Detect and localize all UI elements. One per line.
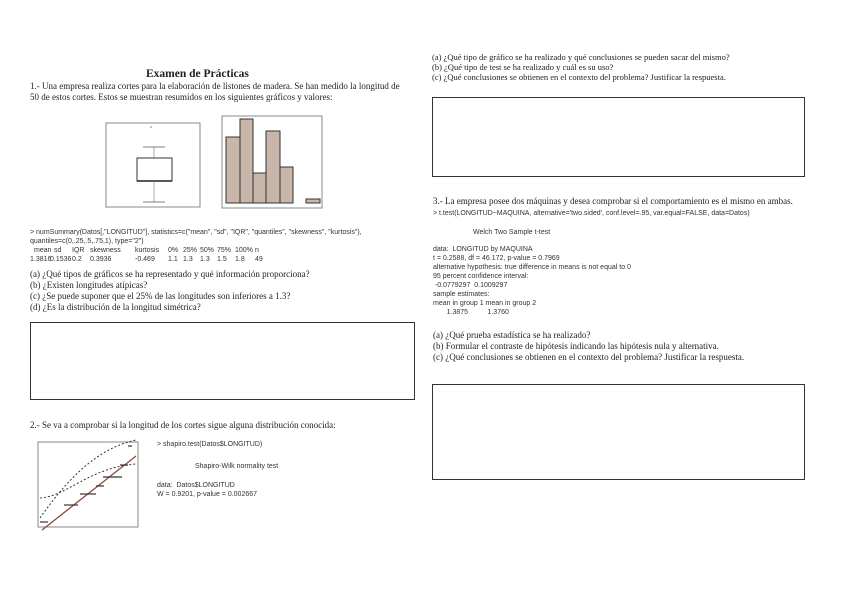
q2-intro: 2.- Se va a comprobar si la longitud de … — [30, 420, 336, 430]
histogram-bar — [279, 166, 294, 204]
histogram-bar — [305, 198, 321, 204]
summary-header: 75% — [217, 247, 232, 254]
q3-intro: 3.- La empresa posee dos máquinas y dese… — [433, 196, 793, 206]
summary-header: mean — [34, 247, 52, 254]
ttest-data: data: LONGITUD by MAQUINA — [433, 246, 533, 253]
ttest-estimates-label: sample estimates: — [433, 291, 490, 298]
summary-header: n — [255, 247, 259, 254]
page-title: Examen de Prácticas — [146, 68, 249, 80]
q3-question-b: (b) Formular el contraste de hipótesis i… — [433, 341, 719, 351]
summary-value: 1.3816 — [30, 256, 52, 263]
q1-code-line2: quantiles=c(0,.25,.5,.75,1), type="2") — [30, 238, 144, 245]
q1-question-b: (b) ¿Existen longitudes atípicas? — [30, 280, 148, 290]
summary-value: 1.3 — [183, 256, 193, 263]
q1-question-d: (d) ¿Es la distribución de la longitud s… — [30, 302, 201, 312]
q2-answer-box[interactable] — [432, 97, 805, 177]
q3-question-c: (c) ¿Qué conclusiones se obtienen en el … — [433, 352, 745, 362]
ttest-ci-label: 95 percent confidence interval: — [433, 273, 529, 280]
summary-value: 1.3 — [200, 256, 210, 263]
shapiro-data: data: Datos$LONGITUD — [157, 482, 235, 489]
shapiro-title: Shapiro-Wilk normality test — [195, 463, 279, 470]
q3-question-a: (a) ¿Qué prueba estadística se ha realiz… — [433, 330, 591, 340]
q1-question-c: (c) ¿Se puede suponer que el 25% de las … — [30, 291, 291, 301]
shapiro-command: > shapiro.test(Datos$LONGITUD) — [157, 441, 263, 448]
ttest-ci-values: -0.0779297 0.1009297 — [433, 282, 508, 289]
summary-header: kurtosis — [135, 247, 160, 254]
q1-question-a: (a) ¿Qué tipos de gráficos se ha represe… — [30, 269, 310, 279]
qq-plot-figure — [37, 439, 139, 531]
summary-header: 50% — [200, 247, 215, 254]
shapiro-result: W = 0.9201, p-value = 0.002667 — [157, 491, 258, 498]
summary-value: 1.5 — [217, 256, 227, 263]
ttest-means-values: 1.3875 1.3760 — [433, 309, 509, 316]
histogram-bar — [225, 136, 241, 204]
q1-intro-line1: 1.- Una empresa realiza cortes para la e… — [30, 81, 400, 91]
q3-answer-box[interactable] — [432, 384, 805, 480]
ttest-alternative: alternative hypothesis: true difference … — [433, 264, 631, 271]
histogram-figure — [221, 115, 323, 209]
summary-value: 49 — [255, 256, 263, 263]
summary-header: 100% — [235, 247, 253, 254]
summary-value: 0.3936 — [90, 256, 112, 263]
summary-header: sd — [54, 247, 62, 254]
svg-text:o: o — [150, 124, 152, 129]
ttest-command: > t.test(LONGITUD~MAQUINA, alternative='… — [433, 210, 750, 217]
summary-value: 0.1536 — [50, 256, 72, 263]
summary-value: 1.1 — [168, 256, 178, 263]
histogram-bar — [239, 118, 254, 204]
q1-intro-line2: 50 de estos cortes. Estos se muestran re… — [30, 92, 333, 102]
summary-header: skewness — [90, 247, 121, 254]
summary-header: 25% — [183, 247, 198, 254]
q2-question-b: (b) ¿Qué tipo de test se ha realizado y … — [432, 62, 614, 72]
q1-code-line1: > numSummary(Datos[,"LONGITUD"], statist… — [30, 229, 362, 236]
ttest-means-header: mean in group 1 mean in group 2 — [433, 300, 537, 307]
ttest-title: Welch Two Sample t-test — [473, 229, 551, 236]
histogram-bar — [265, 130, 281, 204]
summary-value: -0.469 — [135, 256, 155, 263]
boxplot-figure: o — [105, 122, 201, 208]
summary-value: 0.2 — [72, 256, 82, 263]
q2-question-a: (a) ¿Qué tipo de gráfico se ha realizado… — [432, 52, 730, 62]
summary-value: 1.8 — [235, 256, 245, 263]
histogram-bar — [252, 172, 267, 204]
summary-header: 0% — [168, 247, 179, 254]
q2-question-c: (c) ¿Qué conclusiones se obtienen en el … — [432, 72, 726, 82]
q1-answer-box[interactable] — [30, 322, 415, 400]
summary-header: IQR — [72, 247, 85, 254]
ttest-statistic: t = 0.2588, df = 46.172, p-value = 0.796… — [433, 255, 560, 262]
